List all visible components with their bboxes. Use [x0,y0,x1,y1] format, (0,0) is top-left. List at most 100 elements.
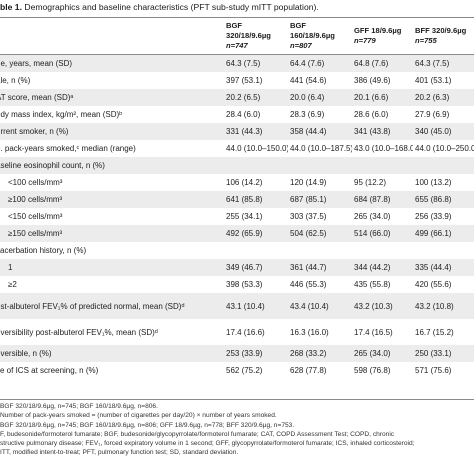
row-label: ody mass index, kg/m², mean (SD)ᵇ [0,110,123,119]
row-value: 43.0 (10.0–168.0) [354,144,413,153]
row-value: 43.2 (10.8) [413,293,474,319]
row-value: 64.3 (7.5) [224,54,288,72]
table-row: 1 349 (46.7) 361 (44.7) 344 (44.2) 335 (44.4… [0,259,474,276]
table-header: BGF 320/18/9.6µg n=747 BGF 160/18/9.6µg … [0,18,474,55]
header-bff-320-name: BFF 320/9.6µg [415,26,467,35]
row-value: 628 (77.8) [290,366,327,375]
header-bff-320: BFF 320/9.6µg n=755 [413,18,474,55]
table-bottom-rule [0,399,474,400]
header-bgf-160-name: BGF 160/18/9.6µg [290,21,335,40]
row-value [224,242,288,259]
row-value: 17.4 (16.5) [354,327,393,337]
row-value: 344 (44.2) [352,259,413,276]
table-body: ge, years, mean (SD) 64.3 (7.5) 64.4 (7.6)… [0,54,474,380]
row-label: <100 cells/mm³ [8,178,63,187]
table-row: ody mass index, kg/m², mean (SD)ᵇ 28.4 (6… [0,106,474,123]
row-value: 441 (54.6) [290,76,327,85]
row-value: 386 (49.6) [354,76,391,85]
row-value: 64.8 (7.6) [352,54,413,72]
row-value: 20.1 (6.6) [352,89,413,106]
row-value: 446 (55.3) [290,280,327,289]
row-label: AT score, mean (SD)ᵃ [0,89,224,106]
row-value: 687 (85.1) [288,191,352,208]
row-value: 43.4 (10.4) [288,293,352,319]
table-row: o. pack-years smoked,ᶜ median (range) 44.… [0,140,474,157]
row-value: 44.0 (10.0–250.0) [415,144,474,153]
table-row: urrent smoker, n (%) 331 (44.3) 358 (44.4)… [0,123,474,140]
row-value: 398 (53.3) [226,280,263,289]
row-value: 20.0 (6.4) [288,89,352,106]
row-value [288,157,352,174]
row-value [352,242,413,259]
row-label: eversibility post-albuterol FEV₁%, mean … [0,327,158,337]
row-value: 504 (62.5) [288,225,352,242]
row-value: 514 (66.0) [352,225,413,242]
header-bff-320-n: n=755 [415,36,437,45]
row-value: 684 (87.8) [352,191,413,208]
footnote-abbrev-3: ITT, modified intent-to-treat; PFT, pulm… [0,449,239,457]
row-value: 361 (44.7) [288,259,352,276]
row-value: 562 (75.2) [226,366,263,375]
row-value: 106 (14.2) [226,178,263,187]
row-value: 265 (34.0) [352,345,413,362]
row-value: 265 (34.0) [354,212,391,221]
table-caption-text: Demographics and baseline characteristic… [24,2,319,12]
table-row: ≥100 cells/mm³ 641 (85.8) 687 (85.1) 684 (8… [0,191,474,208]
footnote-abbrev-2: structive pulmonary disease; FEV₁, force… [0,440,415,448]
row-value: 44.0 (10.0–150.0) [226,144,288,153]
row-label: ≥150 cells/mm³ [0,225,224,242]
row-value [224,157,288,174]
row-value: 43.1 (10.4) [224,293,288,319]
row-value: 44.0 (10.0–187.5) [290,144,352,153]
row-label: ale, n (%) [0,76,31,85]
row-label: 1 [0,259,224,276]
row-value: 499 (66.1) [413,225,474,242]
row-value: 64.4 (7.6) [288,54,352,72]
table-caption: ble 1. Demographics and baseline charact… [0,2,474,12]
table-row: AT score, mean (SD)ᵃ 20.2 (6.5) 20.0 (6.4)… [0,89,474,106]
row-value: 95 (12.2) [354,178,387,187]
table-row: ge, years, mean (SD) 64.3 (7.5) 64.4 (7.6)… [0,54,474,72]
row-value: 401 (53.1) [415,76,452,85]
table-row: ale, n (%) 397 (53.1) 441 (54.6) 386 (49.6)… [0,72,474,89]
table-row: ost-albuterol FEV₁% of predicted normal,… [0,293,474,319]
row-value: 64.3 (7.5) [413,54,474,72]
header-gff-18-n: n=779 [354,36,376,45]
row-value: 492 (65.9) [224,225,288,242]
table-row: se of ICS at screening, n (%) 562 (75.2) 6… [0,362,474,379]
row-value: 397 (53.1) [226,76,263,85]
row-value: 435 (55.8) [354,280,391,289]
row-value: 358 (44.4) [288,123,352,140]
table-caption-label: ble 1. [0,2,22,12]
header-row: BGF 320/18/9.6µg n=747 BGF 160/18/9.6µg … [0,18,474,55]
row-value: 27.9 (6.9) [415,110,450,119]
row-value: 16.3 (16.0) [290,327,329,337]
row-value [352,157,413,174]
row-label: urrent smoker, n (%) [0,123,224,140]
row-value: 268 (33.2) [288,345,352,362]
row-value: 16.7 (15.2) [415,327,454,337]
table-row: eversibility post-albuterol FEV₁%, mean … [0,319,474,345]
row-value: 571 (75.6) [415,366,452,375]
header-gff-18: GFF 18/9.6µg n=779 [352,18,413,55]
table-row: aseline eosinophil count, n (%) [0,157,474,174]
row-value: 17.4 (16.6) [226,327,265,337]
row-label: se of ICS at screening, n (%) [0,366,99,375]
row-value: 335 (44.4) [413,259,474,276]
row-value: 253 (33.9) [224,345,288,362]
table-row: xacerbation history, n (%) [0,242,474,259]
row-label: <150 cells/mm³ [8,212,63,221]
row-value: 598 (76.8) [354,366,391,375]
row-label: ≥100 cells/mm³ [0,191,224,208]
table-row: <150 cells/mm³ 255 (34.1) 303 (37.5) 265 (3… [0,208,474,225]
row-label: aseline eosinophil count, n (%) [0,157,224,174]
row-label: ost-albuterol FEV₁% of predicted normal,… [0,293,224,319]
table-row: ≥150 cells/mm³ 492 (65.9) 504 (62.5) 514 (6… [0,225,474,242]
header-bgf-320: BGF 320/18/9.6µg n=747 [224,18,288,55]
row-value: 341 (43.8) [352,123,413,140]
header-bgf-160-n: n=807 [290,41,312,50]
row-value: 641 (85.8) [224,191,288,208]
table-footnotes: BGF 320/18/9.6µg, n=745; BGF 160/18/9.6µ… [0,402,474,458]
footnote-d: BGF 320/18/9.6µg, n=745; BGF 160/18/9.6µ… [0,421,295,429]
